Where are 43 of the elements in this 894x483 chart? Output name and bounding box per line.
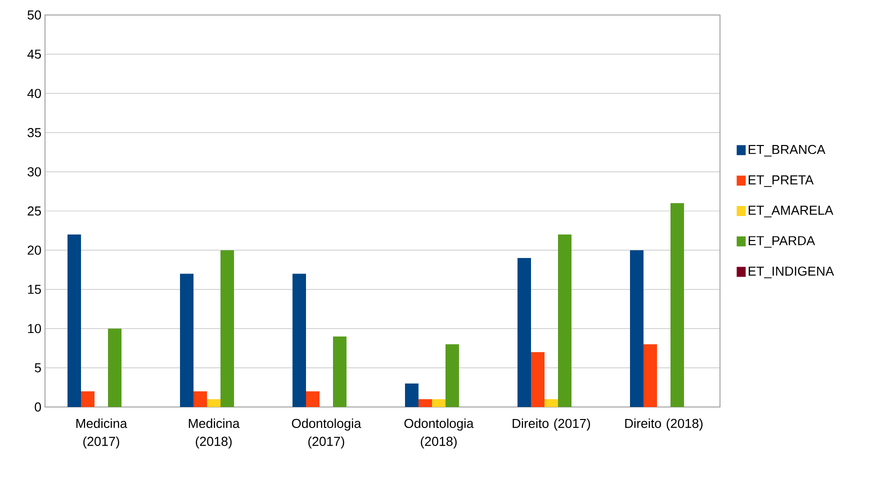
x-tick-label: Odontologia (2017) bbox=[292, 418, 362, 449]
bar bbox=[108, 328, 122, 407]
legend-label: ET_PRETA bbox=[748, 175, 814, 187]
x-tick-label: Direito (2017) bbox=[512, 418, 590, 431]
bar bbox=[81, 391, 94, 407]
bar bbox=[558, 234, 572, 407]
x-tick-label: Medicina (2017) bbox=[76, 418, 128, 449]
y-tick-label: 50 bbox=[28, 10, 41, 20]
bar bbox=[405, 383, 419, 407]
y-tick-label: 15 bbox=[28, 284, 41, 294]
bar bbox=[333, 336, 347, 407]
bar bbox=[670, 203, 684, 407]
y-tick-label: 40 bbox=[27, 88, 41, 98]
bar bbox=[544, 399, 558, 407]
bar bbox=[207, 399, 220, 407]
y-tick-label: 35 bbox=[28, 128, 41, 138]
legend-label: ET_BRANCA bbox=[748, 144, 826, 157]
bar bbox=[432, 399, 446, 407]
bar bbox=[180, 274, 194, 407]
bar bbox=[446, 344, 460, 407]
y-tick-label: 30 bbox=[28, 167, 41, 176]
bar bbox=[306, 391, 320, 407]
bar bbox=[292, 274, 306, 407]
bar bbox=[418, 399, 432, 407]
y-tick-label: 20 bbox=[28, 246, 41, 255]
y-tick-label: 45 bbox=[27, 50, 41, 59]
bar bbox=[630, 250, 644, 407]
bar bbox=[220, 250, 234, 407]
bar bbox=[518, 258, 532, 407]
y-tick-label: 5 bbox=[34, 363, 41, 372]
y-tick-label: 0 bbox=[34, 402, 41, 412]
y-tick-label: 25 bbox=[28, 206, 41, 216]
legend-label: ET_INDIGENA bbox=[748, 266, 834, 278]
bar bbox=[531, 352, 545, 407]
x-tick-label: Medicina (2018) bbox=[188, 418, 240, 449]
legend-label: ET_PARDA bbox=[748, 236, 816, 248]
bar bbox=[68, 234, 81, 407]
y-tick-label: 10 bbox=[28, 324, 41, 334]
bar bbox=[644, 344, 658, 407]
bar bbox=[194, 391, 207, 407]
x-tick-label: Odontologia (2018) bbox=[404, 418, 474, 449]
legend-label: ET_AMARELA bbox=[748, 206, 834, 218]
x-tick-label: Direito (2018) bbox=[625, 418, 703, 431]
